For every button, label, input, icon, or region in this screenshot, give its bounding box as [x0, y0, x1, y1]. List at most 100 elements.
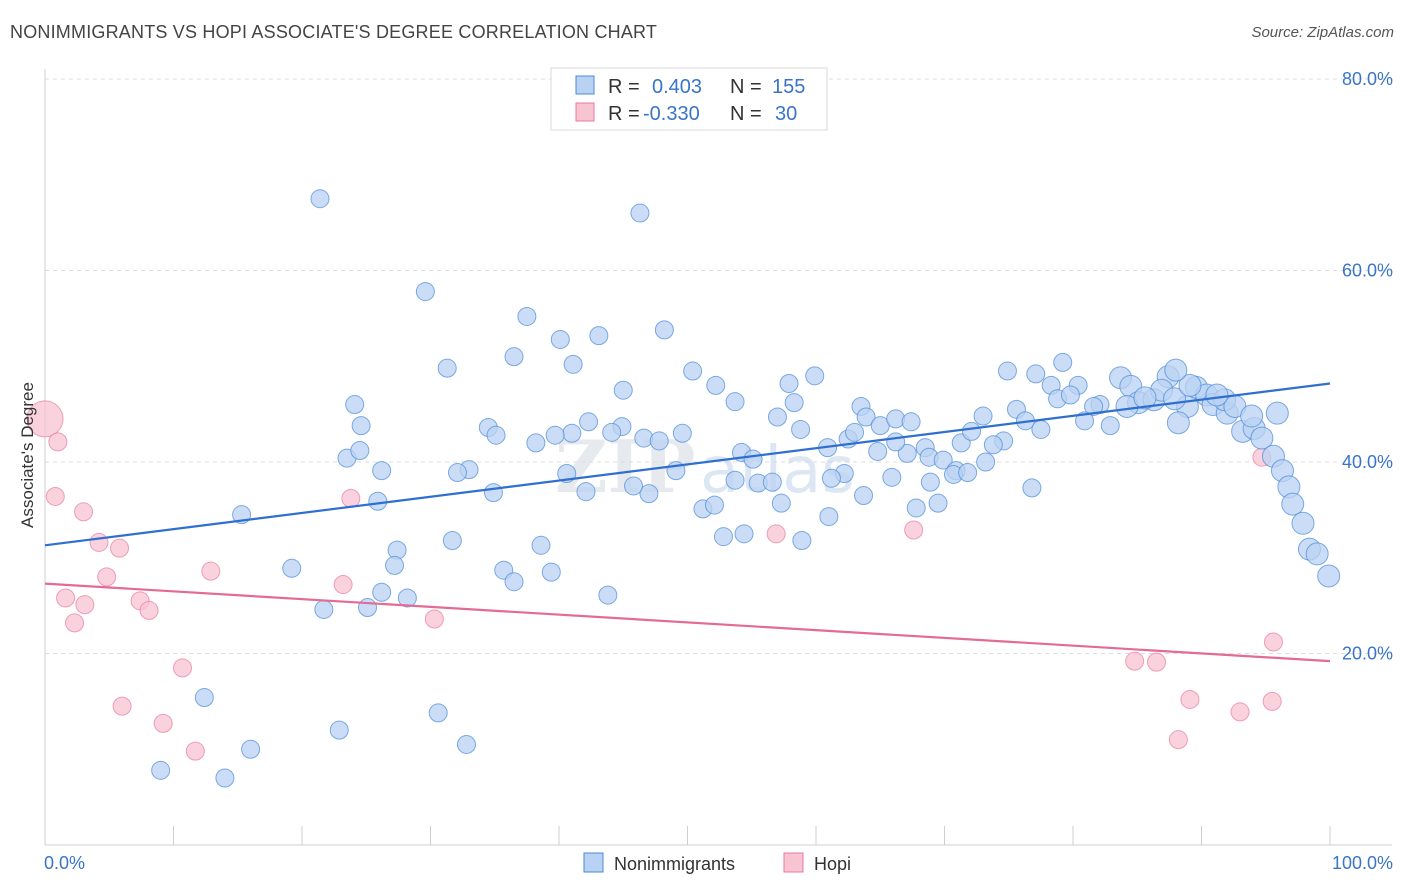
nonimmigrants-point — [1205, 383, 1229, 407]
nonimmigrants-point — [762, 472, 782, 492]
nonimmigrants-point — [928, 493, 948, 513]
trend-lines — [44, 382, 1331, 663]
nonimmigrants-point — [634, 428, 654, 448]
nonimmigrants-point — [282, 558, 302, 578]
hopi-point — [766, 524, 786, 544]
nonimmigrants-point — [854, 486, 874, 506]
legend-swatch-pink — [575, 102, 595, 122]
nonimmigrants-point — [385, 555, 405, 575]
nonimmigrants-point — [598, 585, 618, 605]
bottom-legend-label: Hopi — [814, 854, 851, 874]
hopi-point — [48, 432, 68, 452]
nonimmigrants-point — [1281, 492, 1305, 516]
hopi-point — [341, 488, 361, 508]
nonimmigrants-point — [415, 282, 435, 302]
legend-n-value: 30 — [775, 103, 797, 125]
nonimmigrants-point — [1240, 404, 1264, 428]
nonimmigrants-point — [563, 354, 583, 374]
nonimmigrants-point — [704, 495, 724, 515]
hopi-point — [1262, 691, 1282, 711]
nonimmigrants-point — [486, 425, 506, 445]
nonimmigrants-point — [504, 572, 524, 592]
nonimmigrants-point — [428, 703, 448, 723]
nonimmigrants-point — [654, 320, 674, 340]
nonimmigrants-point — [350, 441, 370, 461]
hopi-point — [185, 741, 205, 761]
nonimmigrants-point — [310, 189, 330, 209]
legend-swatch-blue — [575, 75, 595, 95]
hopi-point — [172, 658, 192, 678]
nonimmigrants-point — [958, 463, 978, 483]
nonimmigrants-point — [897, 443, 917, 463]
chart-title: NONIMMIGRANTS VS HOPI ASSOCIATE'S DEGREE… — [10, 22, 658, 42]
nonimmigrants-point — [504, 347, 524, 367]
nonimmigrants-point — [1164, 358, 1188, 382]
legend-r-value: -0.330 — [643, 103, 700, 125]
hopi-point — [26, 400, 64, 438]
nonimmigrants-point — [372, 461, 392, 481]
nonimmigrants-point — [845, 422, 865, 442]
hopi-point — [89, 532, 109, 552]
nonimmigrants-point — [215, 768, 235, 788]
nonimmigrants-point — [576, 482, 596, 502]
bottom-legend-swatch-blue — [583, 852, 604, 873]
nonimmigrants-point — [1060, 385, 1080, 405]
hopi-point — [1180, 689, 1200, 709]
hopi-point — [333, 575, 353, 595]
hopi-point — [112, 696, 132, 716]
nonimmigrants-point — [821, 468, 841, 488]
nonimmigrants-point — [1305, 542, 1329, 566]
nonimmigrants-point — [1291, 511, 1315, 535]
axes — [44, 69, 1392, 846]
nonimmigrants-point — [933, 450, 953, 470]
hopi-point — [110, 538, 130, 558]
nonimmigrants-point — [997, 361, 1017, 381]
source-label: Source: ZipAtlas.com — [1251, 24, 1394, 41]
nonimmigrants-point — [983, 435, 1003, 455]
legend-n-value: 155 — [772, 76, 805, 98]
y-tick-label: 60.0% — [1342, 261, 1393, 281]
nonimmigrants-point — [447, 463, 467, 483]
hopi-point — [97, 567, 117, 587]
nonimmigrants-point — [771, 493, 791, 513]
y-tick-label: 20.0% — [1342, 644, 1393, 664]
nonimmigrants-points — [151, 189, 1341, 788]
nonimmigrants-point — [779, 373, 799, 393]
nonimmigrants-point — [767, 407, 787, 427]
nonimmigrants-point — [906, 498, 926, 518]
nonimmigrants-point — [624, 476, 644, 496]
nonimmigrants-point — [517, 306, 537, 326]
nonimmigrants-point — [920, 472, 940, 492]
nonimmigrants-point — [792, 531, 812, 551]
hopi-point — [74, 502, 94, 522]
nonimmigrants-point — [725, 470, 745, 490]
nonimmigrants-point — [672, 423, 692, 443]
hopi-point — [56, 588, 76, 608]
nonimmigrants-point — [1100, 416, 1120, 436]
nonimmigrants-point — [1265, 401, 1289, 425]
legend-box — [550, 67, 828, 131]
nonimmigrants-point — [791, 419, 811, 439]
hopi-point — [201, 561, 221, 581]
tick-labels: 20.0% 40.0% 60.0% 80.0% 0.0% 100.0% — [44, 69, 1393, 873]
nonimmigrants-point — [329, 720, 349, 740]
nonimmigrants-point — [976, 452, 996, 472]
y-tick-label: 40.0% — [1342, 452, 1393, 472]
hopi-point — [75, 595, 95, 615]
nonimmigrants-point — [437, 358, 457, 378]
hopi-point — [65, 613, 85, 633]
y-axis-label: Associate's Degree — [18, 382, 37, 528]
nonimmigrants-point — [358, 598, 378, 618]
nonimmigrants-point — [805, 366, 825, 386]
nonimmigrants-point — [541, 562, 561, 582]
nonimmigrants-point — [819, 507, 839, 527]
nonimmigrants-point — [901, 412, 921, 432]
nonimmigrants-point — [351, 416, 371, 436]
hopi-point — [153, 713, 173, 733]
nonimmigrants-point — [368, 491, 388, 511]
nonimmigrants-point — [882, 467, 902, 487]
nonimmigrants-point — [961, 421, 981, 441]
hopi-trend-line — [44, 582, 1331, 663]
nonimmigrants-point — [372, 582, 392, 602]
nonimmigrants-point — [973, 406, 993, 426]
